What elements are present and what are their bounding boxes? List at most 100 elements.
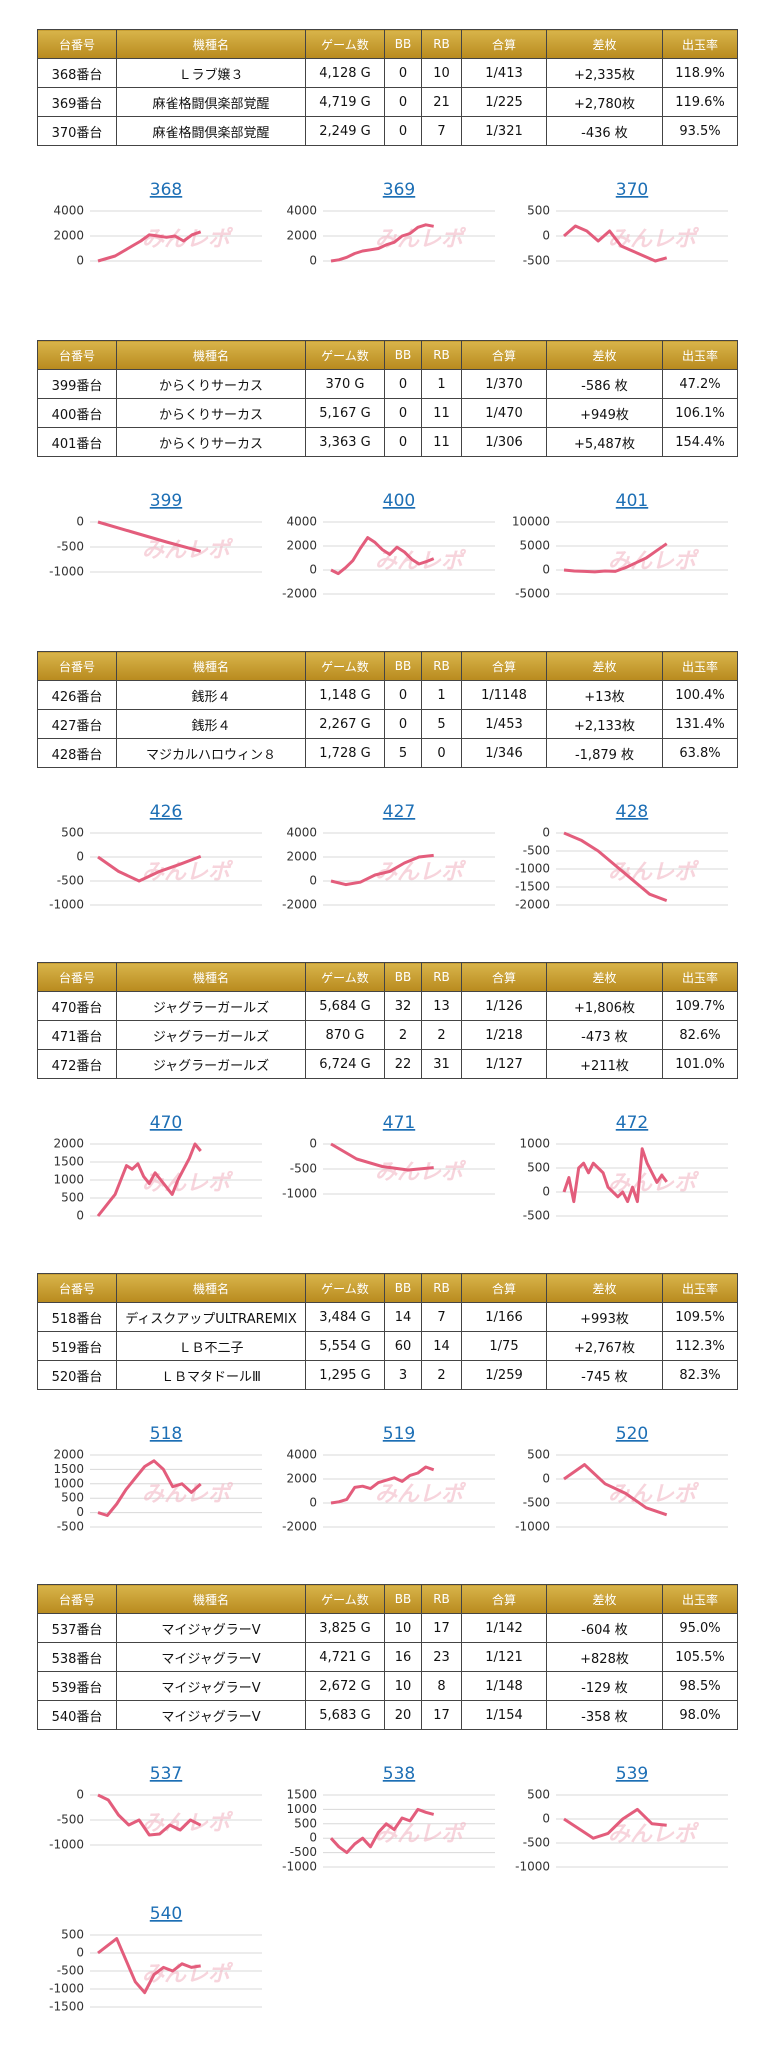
header-cell: ゲーム数: [305, 962, 385, 992]
table-cell: 5: [384, 738, 422, 768]
table-cell: 100.4%: [662, 680, 738, 710]
chart-title[interactable]: 401: [616, 491, 648, 511]
table-cell: 14: [421, 1331, 462, 1361]
header-cell: 差枚: [546, 1273, 663, 1303]
chart-title[interactable]: 538: [383, 1764, 415, 1784]
header-cell: 出玉率: [662, 651, 738, 681]
y-tick-label: 0: [309, 1496, 317, 1510]
chart-title[interactable]: 368: [150, 180, 182, 200]
y-tick-label: 0: [309, 563, 317, 577]
y-tick-label: 0: [542, 563, 550, 577]
table-cell: +2,335枚: [546, 58, 663, 88]
header-cell: 差枚: [546, 651, 663, 681]
y-tick-label: 0: [542, 229, 550, 243]
table-cell: +211枚: [546, 1049, 663, 1079]
chart-title[interactable]: 520: [616, 1424, 648, 1444]
header-cell: 機種名: [116, 340, 306, 370]
line-series: [96, 1142, 202, 1217]
y-tick-label: 0: [76, 1788, 84, 1802]
y-tick-label: 1500: [286, 1788, 317, 1802]
y-tick-label: 4000: [53, 204, 84, 218]
table-cell: 0: [384, 87, 422, 117]
table-cell: -745 枚: [546, 1360, 663, 1390]
table-cell: 1,295 G: [305, 1360, 385, 1390]
chart-title[interactable]: 539: [616, 1764, 648, 1784]
header-cell: BB: [384, 1584, 422, 1614]
table-cell: 10: [384, 1613, 422, 1643]
table-row: 369番台 麻雀格闘倶楽部覚醒 4,719 G 0 21 1/225 +2,780枚 119.…: [37, 87, 738, 117]
header-cell: 合算: [461, 340, 547, 370]
y-tick-label: 500: [527, 1161, 550, 1175]
table-cell: からくりサーカス: [116, 369, 306, 399]
table-cell: 95.0%: [662, 1613, 738, 1643]
chart-title[interactable]: 472: [616, 1113, 648, 1133]
chart-title[interactable]: 470: [150, 1113, 182, 1133]
mini-chart: 400 -2000 0 2000 4000 みんレポ: [282, 491, 495, 601]
table-cell: 1/225: [461, 87, 547, 117]
line-series: [563, 542, 668, 574]
y-tick-label: 500: [61, 1191, 84, 1205]
y-tick-label: 0: [309, 1831, 317, 1845]
table-cell: 2,672 G: [305, 1671, 385, 1701]
y-tick-label: 10000: [512, 515, 550, 529]
table-cell: 538番台: [37, 1642, 117, 1672]
header-cell: RB: [421, 1273, 462, 1303]
chart-title[interactable]: 471: [383, 1113, 415, 1133]
header-row: 台番号 機種名 ゲーム数 BB RB 合算 差枚 出玉率: [37, 29, 738, 59]
header-cell: RB: [421, 651, 462, 681]
y-tick-label: 4000: [286, 826, 317, 840]
table-row: 518番台 ディスクアップULTRAREMIX 3,484 G 14 7 1/166 +99…: [37, 1302, 738, 1332]
line-series: [330, 1465, 435, 1505]
table-cell: +828枚: [546, 1642, 663, 1672]
header-cell: 合算: [461, 1273, 547, 1303]
chart-title[interactable]: 399: [150, 491, 182, 511]
chart-title[interactable]: 428: [616, 802, 648, 822]
table-cell: 13: [421, 991, 462, 1021]
table-cell: 1/166: [461, 1302, 547, 1332]
table-row: 401番台 からくりサーカス 3,363 G 0 11 1/306 +5,487枚 154.4…: [37, 427, 738, 457]
chart-title[interactable]: 519: [383, 1424, 415, 1444]
chart-title[interactable]: 400: [383, 491, 415, 511]
y-tick-label: -2000: [282, 898, 317, 912]
chart-title[interactable]: 426: [150, 802, 182, 822]
table-cell: 60: [384, 1331, 422, 1361]
table-cell: -586 枚: [546, 369, 663, 399]
table-cell: 154.4%: [662, 427, 738, 457]
header-cell: 機種名: [116, 1273, 306, 1303]
table-cell: 4,719 G: [305, 87, 385, 117]
y-tick-label: -2000: [282, 587, 317, 601]
y-tick-label: 5000: [519, 539, 550, 553]
y-tick-label: 0: [309, 254, 317, 268]
table-cell: 370番台: [37, 116, 117, 146]
y-tick-label: -500: [523, 254, 550, 268]
chart-title[interactable]: 369: [383, 180, 415, 200]
table-cell: 399番台: [37, 369, 117, 399]
header-cell: 合算: [461, 1584, 547, 1614]
header-cell: 差枚: [546, 1584, 663, 1614]
line-series: [330, 223, 434, 263]
table-row: 537番台 マイジャグラーV 3,825 G 10 17 1/142 -604 枚 95.0%: [37, 1613, 738, 1643]
header-cell: ゲーム数: [305, 1273, 385, 1303]
table-cell: ジャグラーガールズ: [116, 1049, 306, 1079]
table-cell: -436 枚: [546, 116, 663, 146]
chart-title[interactable]: 518: [150, 1424, 182, 1444]
y-tick-label: -2000: [282, 1520, 317, 1534]
chart-title[interactable]: 370: [616, 180, 648, 200]
chart-title[interactable]: 427: [383, 802, 415, 822]
y-tick-label: 500: [61, 1491, 84, 1505]
table-cell: -358 枚: [546, 1700, 663, 1730]
machine-table: 台番号 機種名 ゲーム数 BB RB 合算 差枚 出玉率 426番台 銭形４ 1,148 G 0 1 1/…: [37, 651, 738, 768]
y-tick-label: 1000: [53, 1173, 84, 1187]
y-tick-label: 0: [76, 1946, 84, 1960]
chart-title[interactable]: 540: [150, 1904, 182, 1924]
chart-title[interactable]: 537: [150, 1764, 182, 1784]
mini-chart: 369 0 2000 4000 みんレポ: [286, 180, 495, 268]
table-row: 428番台 マジカルハロウィン８ 1,728 G 5 0 1/346 -1,879 枚 63.…: [37, 738, 738, 768]
table-cell: 2,249 G: [305, 116, 385, 146]
header-cell: 機種名: [116, 1584, 306, 1614]
